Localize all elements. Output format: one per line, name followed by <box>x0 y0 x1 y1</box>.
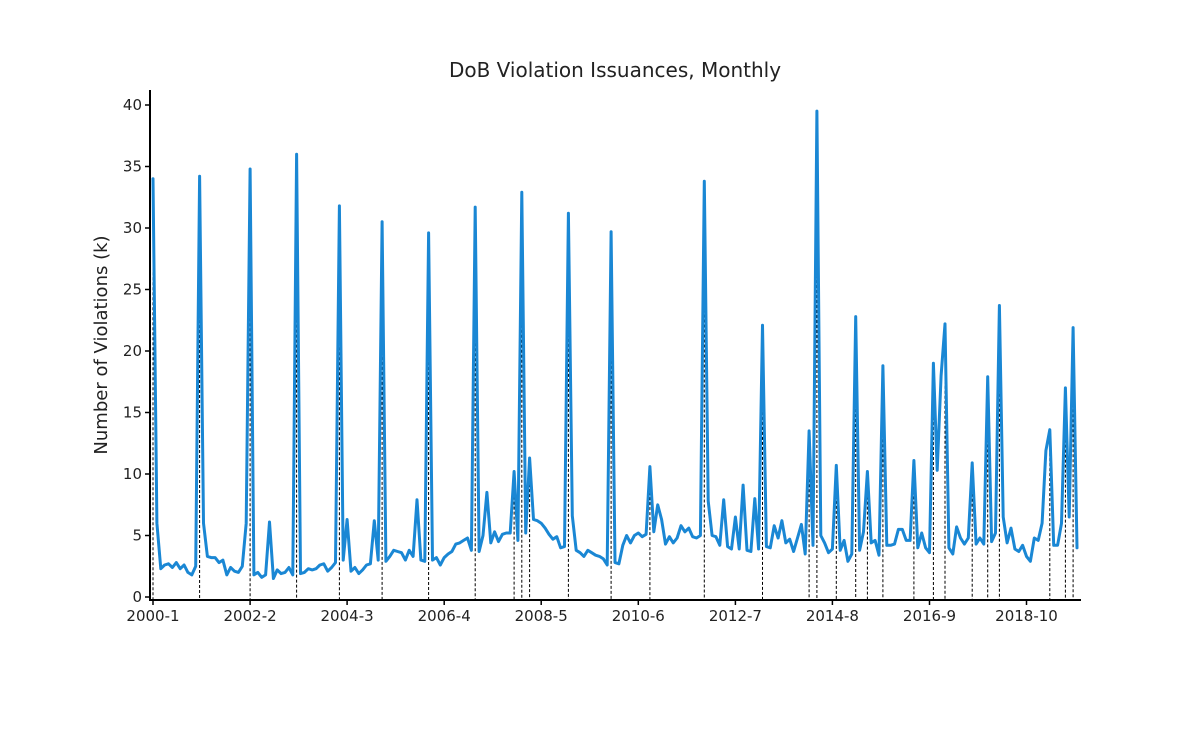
y-ticks: 0 5 10 15 20 25 30 35 40 <box>123 96 150 606</box>
x-tick-label: 2012-7 <box>709 607 762 625</box>
y-tick-label: 40 <box>123 96 142 114</box>
y-tick-label: 30 <box>123 219 142 237</box>
x-tick-label: 2000-1 <box>126 607 179 625</box>
x-tick-label: 2006-4 <box>418 607 471 625</box>
x-tick-label: 2008-5 <box>515 607 568 625</box>
y-tick-label: 15 <box>123 404 142 422</box>
x-tick-label: 2016-9 <box>903 607 956 625</box>
y-tick-label: 10 <box>123 465 142 483</box>
x-tick-label: 2004-3 <box>321 607 374 625</box>
x-tick-label: 2014-8 <box>806 607 859 625</box>
y-axis-label: Number of Violations (k) <box>91 235 112 454</box>
y-tick-label: 0 <box>132 588 142 606</box>
x-tick-label: 2018-10 <box>995 607 1058 625</box>
series-layer <box>151 109 1079 580</box>
series-line <box>151 109 1079 580</box>
x-tick-label: 2002-2 <box>224 607 277 625</box>
y-tick-label: 20 <box>123 342 142 360</box>
y-tick-label: 25 <box>123 281 142 299</box>
axes <box>149 90 1081 601</box>
y-tick-label: 35 <box>123 158 142 176</box>
chart-title: DoB Violation Issuances, Monthly <box>449 58 781 82</box>
x-ticks: 2000-1 2002-2 2004-3 2006-4 2008-5 2010-6 2012… <box>126 600 1058 625</box>
x-tick-label: 2010-6 <box>612 607 665 625</box>
y-tick-label: 5 <box>132 527 142 545</box>
